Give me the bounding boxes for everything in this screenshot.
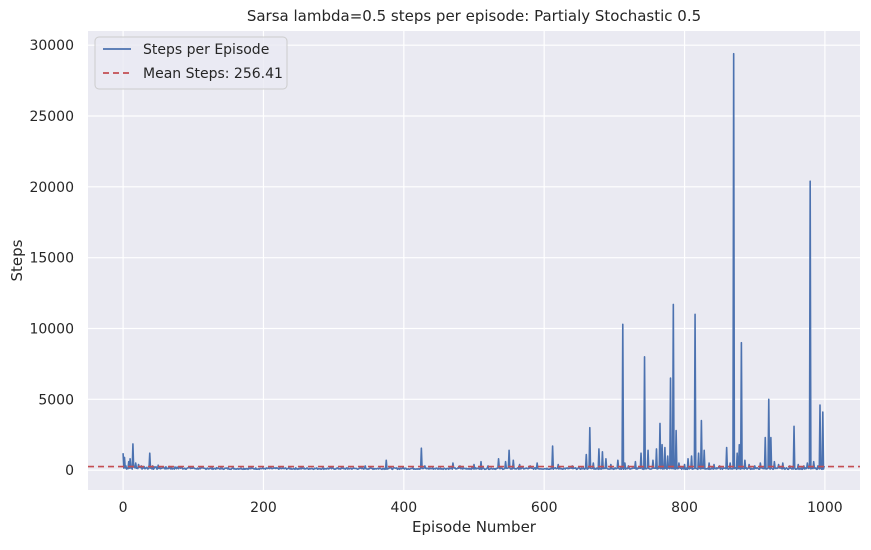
y-tick-label: 20000 — [29, 180, 74, 196]
x-axis-label: Episode Number — [412, 518, 537, 536]
y-tick-label: 30000 — [29, 38, 74, 54]
y-ticks: 0 5000 10000 15000 20000 25000 30000 — [29, 38, 74, 479]
grid-lines — [88, 31, 860, 490]
y-tick-label: 15000 — [29, 251, 74, 267]
y-tick-label: 0 — [65, 463, 74, 479]
x-tick-label: 200 — [250, 500, 277, 516]
x-tick-label: 800 — [671, 500, 698, 516]
legend-box — [94, 36, 288, 90]
x-tick-label: 400 — [390, 500, 417, 516]
plot-area — [88, 31, 860, 490]
x-tick-label: 0 — [119, 500, 128, 516]
x-tick-label: 1000 — [807, 500, 843, 516]
legend-entry-mean: Mean Steps: 256.41 — [143, 66, 283, 82]
y-axis-label: Steps — [8, 239, 26, 281]
y-tick-label: 5000 — [38, 392, 74, 408]
legend-entry-steps: Steps per Episode — [143, 42, 269, 58]
y-tick-label: 25000 — [29, 109, 74, 125]
chart-title: Sarsa lambda=0.5 steps per episode: Part… — [247, 7, 701, 25]
legend: Steps per Episode Mean Steps: 256.41 — [94, 36, 288, 90]
x-ticks: 0 200 400 600 800 1000 — [119, 500, 843, 516]
y-tick-label: 10000 — [29, 322, 74, 338]
x-tick-label: 600 — [531, 500, 558, 516]
